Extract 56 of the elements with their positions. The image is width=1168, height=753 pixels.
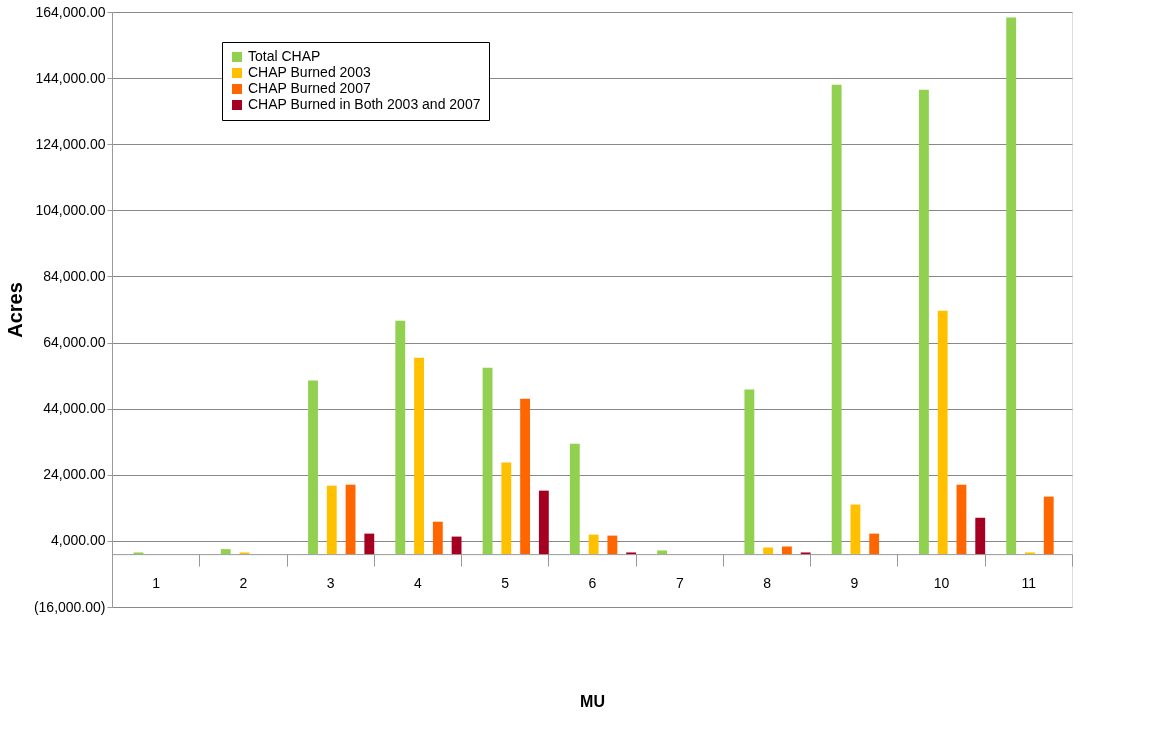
legend-label: CHAP Burned in Both 2003 and 2007 bbox=[248, 96, 481, 112]
bar bbox=[1006, 17, 1017, 555]
bar bbox=[956, 484, 967, 555]
bar bbox=[781, 546, 792, 555]
x-tick-label: 4 bbox=[414, 574, 423, 591]
bar bbox=[744, 389, 755, 555]
y-tick-label: 104,000.00 bbox=[35, 201, 106, 218]
bar bbox=[520, 398, 531, 555]
y-tick-label: 84,000.00 bbox=[43, 267, 106, 284]
x-axis-title: MU bbox=[580, 692, 605, 710]
x-tick-label: 8 bbox=[763, 574, 772, 591]
x-tick-label: 6 bbox=[588, 574, 597, 591]
x-tick-label: 3 bbox=[326, 574, 335, 591]
bar bbox=[763, 547, 774, 555]
y-tick-label: 44,000.00 bbox=[43, 400, 106, 417]
legend-label: CHAP Burned 2003 bbox=[248, 64, 371, 80]
bar bbox=[569, 443, 580, 555]
bar bbox=[588, 534, 599, 555]
bar bbox=[345, 484, 356, 555]
bar bbox=[975, 517, 986, 555]
y-tick-label: 4,000.00 bbox=[51, 532, 106, 549]
bar bbox=[395, 320, 406, 555]
x-tick-label: 1 bbox=[152, 574, 161, 591]
y-tick-label: 24,000.00 bbox=[43, 466, 106, 483]
y-tick-label: 144,000.00 bbox=[35, 69, 106, 86]
x-tick-label: 7 bbox=[675, 574, 684, 591]
bar bbox=[937, 310, 948, 555]
y-axis-title: Acres bbox=[3, 282, 26, 338]
bar bbox=[326, 485, 337, 555]
y-tick-label: (16,000.00) bbox=[33, 598, 106, 615]
x-tick-label: 2 bbox=[239, 574, 248, 591]
bar bbox=[501, 462, 512, 555]
x-tick-label: 10 bbox=[933, 574, 950, 591]
x-tick-label: 9 bbox=[850, 574, 859, 591]
y-tick-label: 64,000.00 bbox=[43, 334, 106, 351]
bar bbox=[869, 533, 880, 555]
bar bbox=[364, 533, 375, 555]
bar bbox=[850, 504, 861, 555]
bar bbox=[918, 89, 929, 555]
x-tick-label: 11 bbox=[1021, 574, 1037, 591]
bar bbox=[451, 536, 462, 555]
bar bbox=[1043, 496, 1054, 555]
bar bbox=[538, 490, 549, 555]
legend-label: CHAP Burned 2007 bbox=[248, 80, 371, 96]
bar bbox=[607, 535, 618, 555]
legend-label: Total CHAP bbox=[248, 48, 321, 64]
bar bbox=[220, 549, 231, 555]
y-tick-label: 124,000.00 bbox=[35, 135, 106, 152]
bar bbox=[414, 357, 424, 555]
x-tick-label: 5 bbox=[501, 574, 510, 591]
bar bbox=[657, 550, 668, 555]
y-tick-label: 164,000.00 bbox=[35, 3, 106, 20]
bar bbox=[432, 521, 443, 555]
bar bbox=[831, 84, 842, 555]
bar bbox=[308, 380, 318, 555]
bar bbox=[482, 367, 493, 555]
